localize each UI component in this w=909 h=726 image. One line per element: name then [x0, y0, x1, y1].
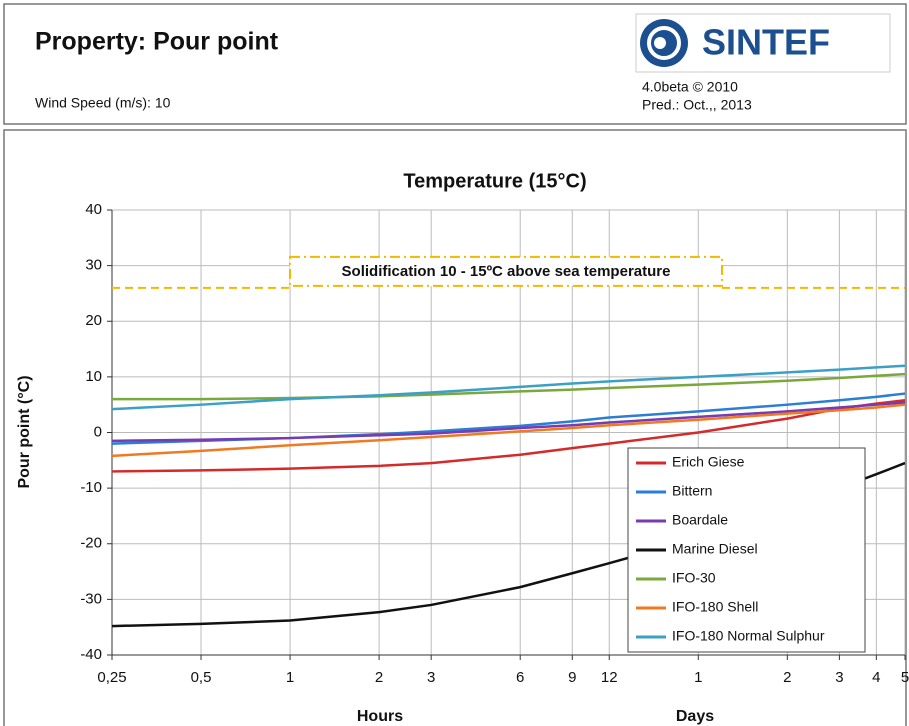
y-tick-label: -30	[80, 590, 102, 607]
y-tick-label: 30	[85, 257, 102, 274]
x-tick-label: 3	[427, 669, 435, 686]
x-axis-label: Days	[676, 708, 714, 725]
x-tick-label: 3	[835, 669, 843, 686]
legend-label: Bittern	[672, 483, 712, 499]
legend-box	[627, 447, 866, 653]
x-tick-label: 9	[568, 669, 576, 686]
legend-label: Marine Diesel	[672, 541, 758, 557]
version: 4.0beta © 2010	[642, 79, 738, 95]
x-tick-label: 1	[286, 669, 294, 686]
chart-title: Temperature (15°C)	[403, 170, 586, 192]
x-tick-label: 4	[872, 669, 880, 686]
x-tick-label: 2	[375, 669, 383, 686]
legend-label: IFO-180 Shell	[672, 599, 758, 615]
annotation-label: Solidification 10 - 15ºC above sea tempe…	[342, 263, 671, 280]
x-tick-label: 2	[783, 669, 791, 686]
y-tick-label: -20	[80, 535, 102, 552]
page-title: Property: Pour point	[35, 28, 279, 56]
series-line	[111, 403, 906, 458]
logo-icon-dot	[654, 37, 666, 49]
y-tick-label: 10	[85, 368, 102, 385]
legend-label: IFO-30	[672, 570, 716, 586]
wind-speed: Wind Speed (m/s): 10	[35, 95, 171, 111]
x-tick-label: 0,25	[97, 669, 126, 686]
x-tick-label: 5	[901, 669, 909, 686]
x-tick-label: 0,5	[191, 669, 212, 686]
series-line	[111, 401, 906, 443]
y-tick-label: 0	[94, 423, 102, 440]
logo-text: SINTEF	[702, 22, 830, 63]
legend-label: Erich Giese	[672, 454, 745, 470]
x-tick-label: 12	[601, 669, 618, 686]
y-axis-label: Pour point (°C)	[16, 375, 33, 488]
x-tick-label: 1	[694, 669, 702, 686]
logo-icon-ring	[647, 26, 681, 60]
x-axis-label: Hours	[357, 708, 403, 725]
y-tick-label: -40	[80, 646, 102, 663]
x-tick-label: 6	[516, 669, 524, 686]
y-tick-label: 20	[85, 312, 102, 329]
annotation-box	[289, 255, 723, 287]
legend-label: IFO-180 Normal Sulphur	[672, 628, 825, 644]
y-tick-label: -10	[80, 479, 102, 496]
legend-label: Boardale	[672, 512, 728, 528]
y-tick-label: 40	[85, 201, 102, 218]
prediction-date: Pred.: Oct.,, 2013	[642, 97, 752, 113]
series-line	[111, 364, 906, 411]
